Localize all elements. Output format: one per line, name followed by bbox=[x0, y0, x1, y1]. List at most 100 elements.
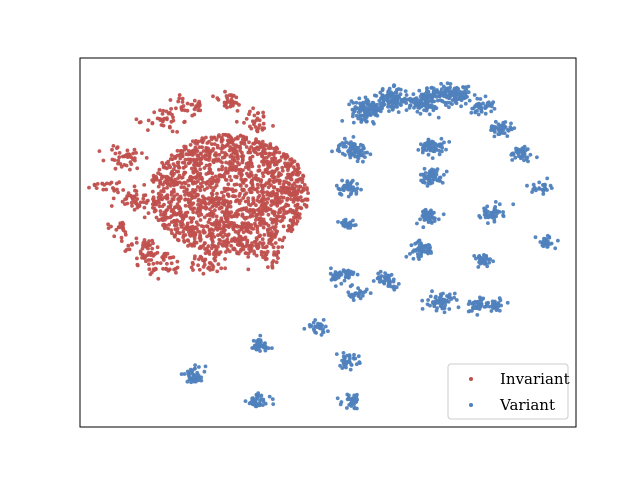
scatter-point bbox=[267, 238, 272, 243]
scatter-point bbox=[321, 318, 326, 322]
scatter-point bbox=[215, 221, 220, 226]
scatter-point bbox=[255, 230, 260, 235]
scatter-point bbox=[235, 224, 240, 229]
scatter-point bbox=[454, 101, 459, 106]
scatter-point bbox=[448, 85, 452, 90]
scatter-point bbox=[241, 196, 246, 200]
scatter-point bbox=[435, 178, 440, 183]
scatter-point bbox=[202, 187, 207, 192]
scatter-point bbox=[87, 185, 91, 190]
scatter-point bbox=[175, 237, 180, 242]
scatter-point bbox=[501, 210, 505, 214]
scatter-point bbox=[433, 91, 437, 95]
scatter-point bbox=[199, 375, 204, 380]
scatter-point bbox=[161, 266, 165, 271]
scatter-point bbox=[348, 397, 353, 402]
scatter-point bbox=[141, 200, 146, 205]
scatter-point bbox=[153, 208, 158, 213]
scatter-point bbox=[205, 141, 210, 145]
scatter-point bbox=[375, 102, 379, 107]
scatter-point bbox=[491, 259, 495, 264]
scatter-point bbox=[194, 147, 199, 152]
scatter-point bbox=[482, 261, 487, 266]
scatter-point bbox=[223, 89, 227, 94]
scatter-point bbox=[345, 179, 350, 184]
scatter-point bbox=[260, 139, 265, 144]
scatter-point bbox=[290, 210, 295, 215]
scatter-point bbox=[207, 228, 212, 233]
scatter-point bbox=[434, 308, 439, 313]
scatter-point bbox=[113, 166, 118, 171]
scatter-point bbox=[472, 93, 477, 97]
scatter-point bbox=[549, 186, 554, 191]
scatter-point bbox=[246, 251, 251, 256]
scatter-point bbox=[321, 330, 326, 335]
scatter-point bbox=[197, 257, 201, 262]
scatter-point bbox=[368, 291, 373, 295]
scatter-point bbox=[129, 200, 134, 205]
scatter-point bbox=[251, 200, 256, 205]
scatter-point bbox=[258, 338, 263, 342]
scatter-point bbox=[426, 152, 431, 157]
scatter-point bbox=[242, 120, 246, 125]
scatter-point bbox=[165, 261, 169, 266]
scatter-point bbox=[191, 157, 196, 162]
scatter-point bbox=[475, 96, 480, 101]
scatter-point bbox=[263, 208, 267, 213]
scatter-point bbox=[275, 147, 280, 151]
scatter-point bbox=[173, 233, 178, 238]
scatter-point bbox=[169, 193, 174, 197]
scatter-point bbox=[110, 147, 114, 152]
scatter-point bbox=[466, 309, 471, 314]
scatter-point bbox=[373, 106, 378, 111]
scatter-point bbox=[553, 246, 558, 251]
scatter-point bbox=[350, 400, 354, 405]
scatter-point bbox=[419, 241, 423, 246]
scatter-point bbox=[464, 87, 469, 92]
scatter-point bbox=[113, 151, 118, 156]
scatter-point bbox=[285, 198, 289, 202]
scatter-point bbox=[266, 171, 271, 176]
scatter-point bbox=[246, 196, 251, 201]
scatter-point bbox=[208, 231, 213, 236]
scatter-point bbox=[281, 182, 286, 187]
scatter-point bbox=[254, 253, 259, 258]
scatter-point bbox=[233, 168, 238, 173]
scatter-point bbox=[170, 231, 174, 236]
scatter-point bbox=[541, 192, 546, 196]
scatter-point bbox=[185, 210, 190, 215]
scatter-point bbox=[291, 220, 296, 225]
scatter-point bbox=[158, 108, 162, 113]
scatter-point bbox=[276, 249, 280, 254]
scatter-point bbox=[221, 194, 226, 199]
scatter-point bbox=[286, 203, 291, 208]
scatter-point bbox=[209, 191, 214, 196]
scatter-point bbox=[429, 172, 433, 177]
scatter-point bbox=[181, 229, 186, 234]
scatter-point bbox=[404, 93, 409, 97]
scatter-point bbox=[126, 243, 131, 248]
scatter-point bbox=[131, 151, 136, 156]
scatter-point bbox=[249, 226, 254, 231]
scatter-point bbox=[159, 176, 164, 181]
scatter-point bbox=[198, 230, 202, 235]
scatter-point bbox=[170, 197, 175, 201]
scatter-point bbox=[344, 365, 348, 370]
scatter-point bbox=[411, 92, 416, 97]
scatter-point bbox=[235, 155, 240, 160]
scatter-point bbox=[253, 240, 258, 245]
scatter-point bbox=[199, 198, 204, 203]
scatter-point bbox=[317, 326, 322, 331]
scatter-point bbox=[206, 244, 211, 249]
scatter-point bbox=[372, 93, 377, 98]
scatter-point bbox=[177, 206, 182, 211]
scatter-point bbox=[121, 188, 126, 192]
scatter-point bbox=[478, 102, 483, 107]
scatter-point bbox=[267, 207, 272, 212]
scatter-point bbox=[511, 202, 516, 207]
scatter-point bbox=[193, 231, 198, 236]
scatter-point bbox=[161, 163, 166, 168]
scatter-point bbox=[221, 230, 226, 235]
scatter-point bbox=[225, 247, 230, 252]
scatter-point bbox=[197, 99, 202, 104]
